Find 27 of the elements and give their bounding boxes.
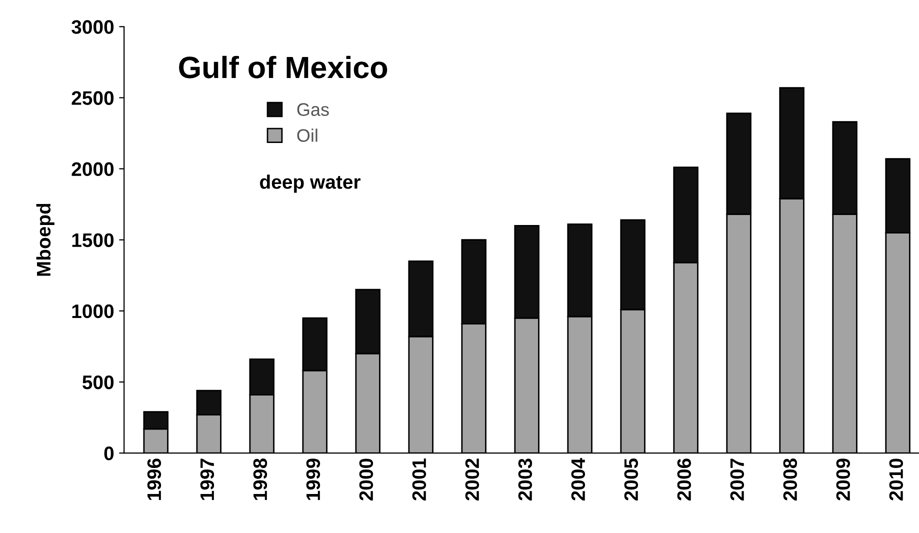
x-tick-label: 2008 (783, 458, 798, 500)
x-tick-label: 2009 (836, 458, 850, 500)
y-tick-label: 3000 (72, 20, 114, 34)
legend-label: Gas (297, 103, 329, 116)
y-axis-title: Mboepd (36, 204, 54, 276)
y-tick-label: 500 (82, 375, 114, 390)
x-tick-label: 2010 (889, 458, 904, 500)
x-tick-label: 1997 (200, 458, 214, 500)
y-tick-label: 1500 (72, 233, 114, 248)
annotation: deep water (260, 174, 360, 193)
y-tick-label: 0 (104, 446, 114, 460)
x-tick-label: 2007 (730, 458, 744, 500)
x-tick-label: 1996 (147, 458, 162, 500)
text: Gulf of Mexico (179, 56, 388, 78)
x-tick-label: 1999 (306, 458, 320, 500)
x-tick-label: 2003 (518, 458, 532, 500)
y-tick-label: 2500 (72, 91, 114, 105)
x-tick-label: 2005 (624, 458, 638, 500)
legend-label: Oil (297, 128, 318, 142)
x-tick-label: 2004 (571, 458, 586, 500)
x-tick-label: 2006 (677, 458, 692, 500)
x-tick-label: 2000 (359, 458, 374, 500)
y-tick-label: 1000 (72, 304, 114, 318)
y-tick-label: 2000 (72, 162, 114, 176)
x-tick-label: 1998 (253, 458, 268, 500)
x-tick-label: 2002 (465, 458, 480, 500)
x-tick-label: 2001 (412, 458, 426, 500)
